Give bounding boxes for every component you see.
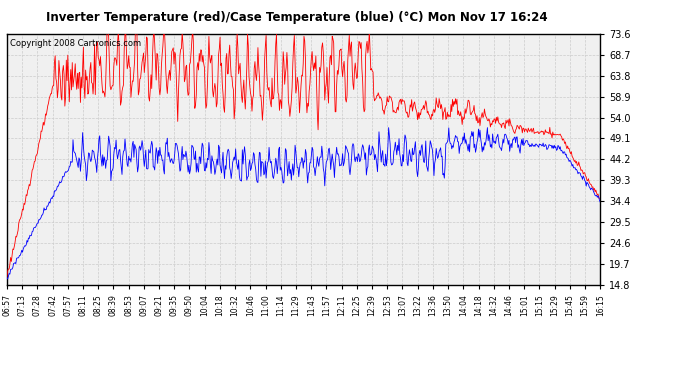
Text: Copyright 2008 Cartronics.com: Copyright 2008 Cartronics.com — [10, 39, 141, 48]
Text: Inverter Temperature (red)/Case Temperature (blue) (°C) Mon Nov 17 16:24: Inverter Temperature (red)/Case Temperat… — [46, 11, 547, 24]
